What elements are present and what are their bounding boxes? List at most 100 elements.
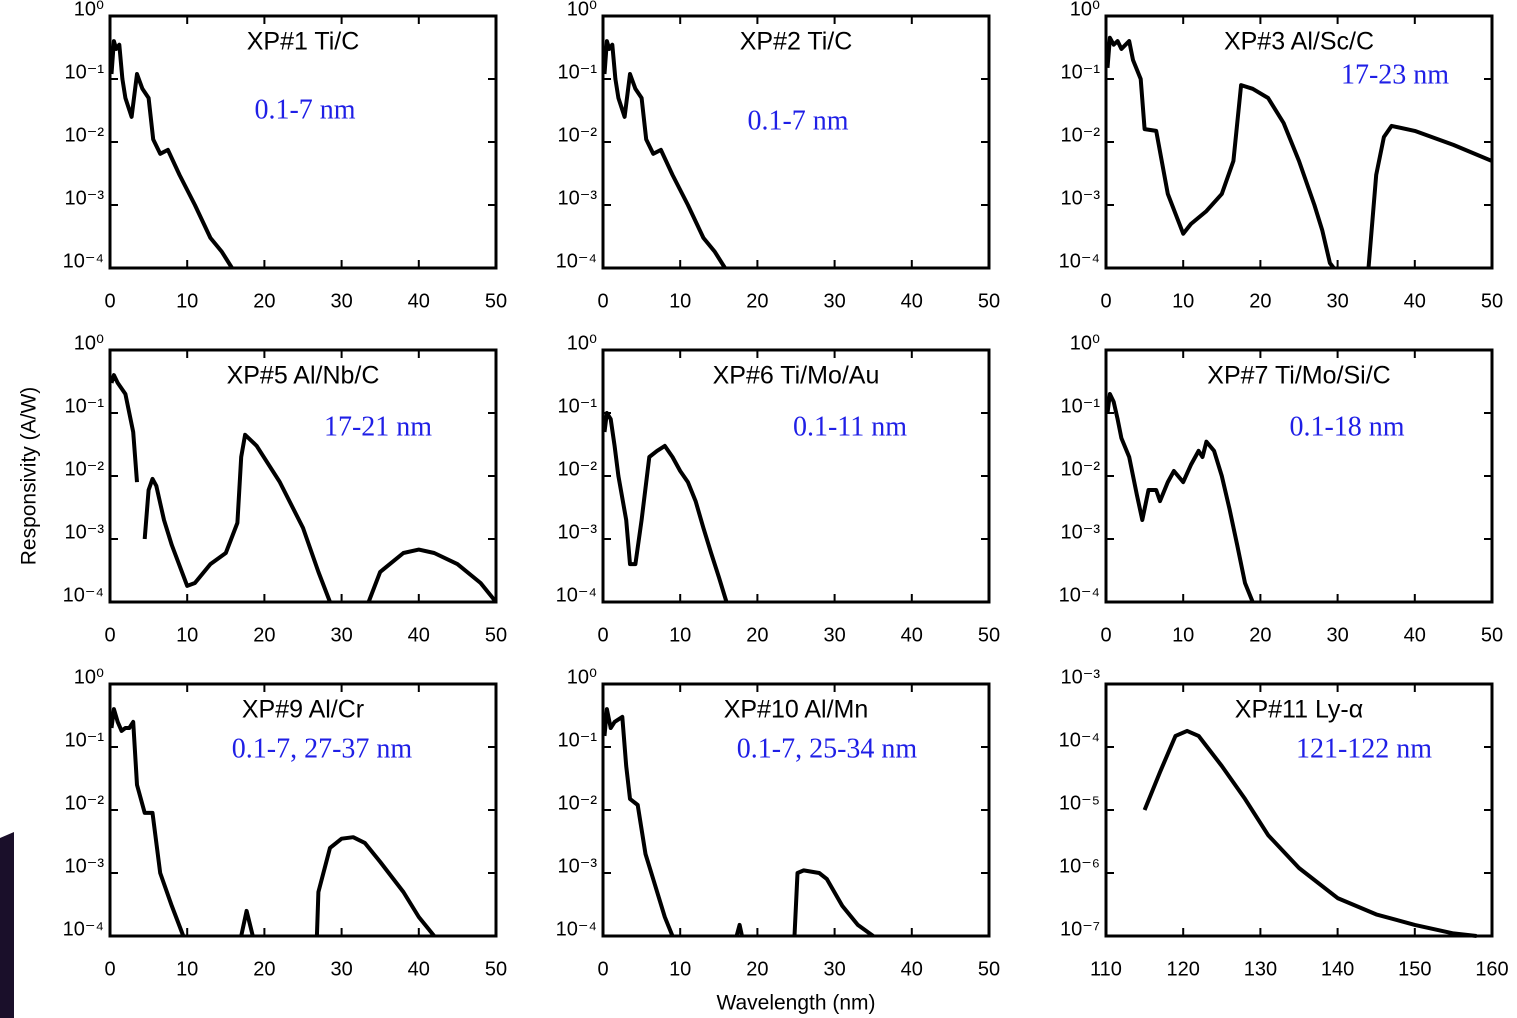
y-tick-label: 10⁻⁷ (1060, 918, 1100, 940)
band-annotation: 121-122 nm (1296, 733, 1432, 764)
y-tick-label: 10⁻³ (558, 855, 598, 877)
x-tick-label: 30 (330, 624, 352, 646)
y-tick-label: 10⁻³ (65, 521, 105, 543)
data-line (603, 707, 875, 938)
band-annotation: 0.1-7 nm (254, 94, 355, 125)
y-tick-label: 10⁰ (74, 0, 104, 20)
x-tick-label: 40 (901, 624, 923, 646)
data-line (110, 39, 234, 270)
x-tick-label: 50 (485, 958, 507, 980)
x-tick-label: 150 (1398, 958, 1431, 980)
y-tick-label: 10⁻⁴ (63, 250, 104, 272)
y-tick-label: 10⁰ (567, 0, 597, 20)
y-tick-label: 10⁻³ (1061, 187, 1101, 209)
x-tick-label: 160 (1475, 958, 1508, 980)
data-line (110, 707, 436, 938)
y-tick-label: 10⁰ (1070, 332, 1100, 354)
x-tick-label: 0 (597, 958, 608, 980)
y-tick-label: 10⁻³ (558, 521, 598, 543)
axes-frame (108, 682, 498, 938)
y-tick-label: 10⁻² (1061, 124, 1101, 146)
y-tick-label: 10⁰ (74, 332, 104, 354)
x-tick-label: 0 (597, 290, 608, 312)
axes-frame (108, 14, 498, 270)
x-tick-label: 30 (823, 624, 845, 646)
x-tick-label: 40 (1404, 624, 1426, 646)
y-tick-label: 10⁻⁵ (1059, 792, 1100, 814)
data-line (603, 39, 727, 270)
band-annotation: 17-21 nm (324, 411, 432, 442)
axes-frame (1104, 14, 1494, 270)
x-tick-label: 10 (1172, 290, 1194, 312)
x-tick-label: 20 (1249, 290, 1271, 312)
y-tick-label: 10⁰ (1070, 0, 1100, 20)
data-line (1106, 35, 1492, 270)
axes-frame (601, 14, 991, 270)
x-tick-label: 120 (1167, 958, 1200, 980)
panel-title: XP#7 Ti/Mo/Si/C (1207, 362, 1390, 390)
y-tick-label: 10⁻¹ (65, 395, 105, 417)
y-tick-label: 10⁻⁴ (1059, 584, 1100, 606)
x-tick-label: 50 (978, 624, 1000, 646)
x-tick-label: 20 (253, 958, 275, 980)
data-line (603, 411, 729, 603)
panel-title: XP#11 Ly-α (1235, 696, 1363, 724)
x-tick-label: 40 (408, 290, 430, 312)
axes-frame (1104, 682, 1494, 938)
y-tick-label: 10⁻⁴ (556, 250, 597, 272)
y-tick-label: 10⁻¹ (65, 729, 105, 751)
data-line (1106, 392, 1255, 603)
x-tick-label: 40 (1404, 290, 1426, 312)
axes-frame (1104, 348, 1494, 604)
band-annotation: 0.1-11 nm (793, 411, 907, 442)
x-tick-label: 110 (1090, 958, 1122, 980)
y-tick-label: 10⁻¹ (558, 395, 598, 417)
axes-frame (601, 682, 991, 938)
x-tick-label: 30 (1326, 624, 1348, 646)
panel-title: XP#3 Al/Sc/C (1224, 28, 1374, 56)
x-tick-label: 10 (176, 958, 198, 980)
y-tick-label: 10⁻³ (1061, 666, 1101, 688)
x-tick-label: 0 (104, 624, 115, 646)
y-tick-label: 10⁰ (74, 666, 104, 688)
y-tick-label: 10⁻³ (65, 187, 105, 209)
band-annotation: 0.1-7 nm (747, 105, 848, 136)
x-tick-label: 50 (1481, 290, 1503, 312)
x-tick-label: 10 (669, 958, 691, 980)
x-tick-label: 20 (253, 624, 275, 646)
x-tick-label: 20 (746, 958, 768, 980)
y-tick-label: 10⁻² (558, 124, 598, 146)
axes-frame (108, 348, 498, 604)
y-tick-label: 10⁻¹ (1061, 61, 1101, 83)
y-axis-label: Responsivity (A/W) (18, 387, 41, 566)
cropped-image (0, 832, 14, 1018)
y-tick-label: 10⁻² (65, 458, 105, 480)
panel-title: XP#10 Al/Mn (724, 696, 869, 724)
x-tick-label: 0 (104, 958, 115, 980)
x-tick-label: 10 (1172, 624, 1194, 646)
y-tick-label: 10⁰ (567, 332, 597, 354)
x-tick-label: 10 (669, 290, 691, 312)
y-tick-label: 10⁻⁴ (63, 584, 104, 606)
x-tick-label: 140 (1321, 958, 1354, 980)
x-tick-label: 40 (408, 624, 430, 646)
x-tick-label: 20 (253, 290, 275, 312)
panel-title: XP#1 Ti/C (247, 28, 360, 56)
y-tick-label: 10⁻² (558, 458, 598, 480)
y-tick-label: 10⁻¹ (558, 729, 598, 751)
y-tick-label: 10⁻¹ (1061, 395, 1101, 417)
band-annotation: 0.1-18 nm (1289, 411, 1404, 442)
x-tick-label: 30 (330, 958, 352, 980)
y-tick-label: 10⁻³ (558, 187, 598, 209)
panel-title: XP#5 Al/Nb/C (227, 362, 380, 390)
x-tick-label: 0 (1100, 624, 1111, 646)
band-annotation: 17-23 nm (1341, 59, 1449, 90)
x-tick-label: 40 (901, 290, 923, 312)
x-tick-label: 10 (669, 624, 691, 646)
x-tick-label: 0 (104, 290, 115, 312)
y-tick-label: 10⁻³ (65, 855, 105, 877)
band-annotation: 0.1-7, 27-37 nm (232, 733, 413, 764)
x-tick-label: 50 (978, 958, 1000, 980)
panel-title: XP#6 Ti/Mo/Au (713, 362, 880, 390)
